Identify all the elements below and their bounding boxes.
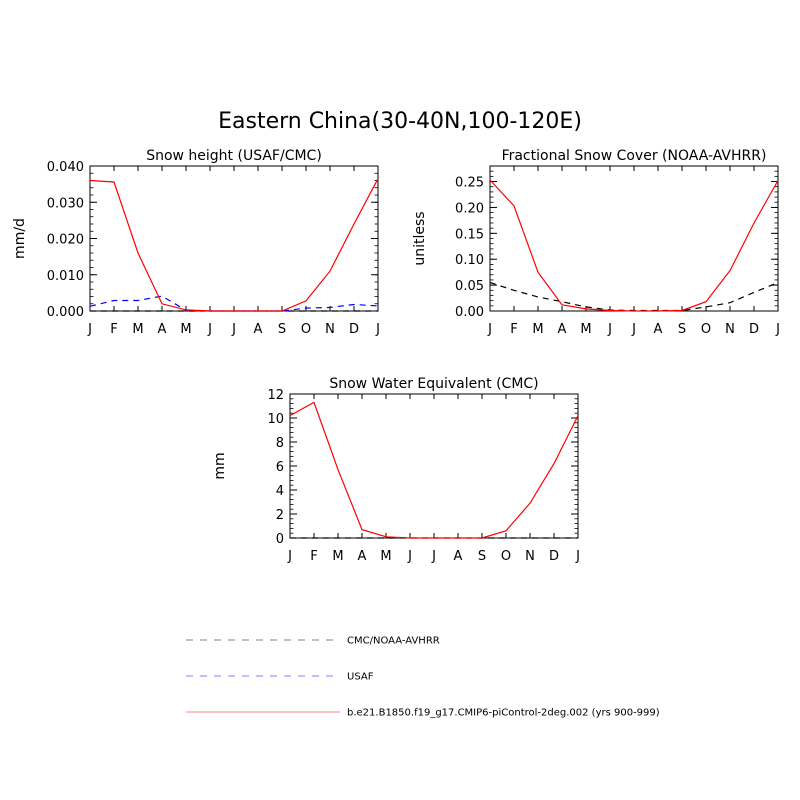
snow-cover-ytick-label: 0.15 [455,227,484,242]
swe-xtick-label: M [332,549,343,564]
snow-cover-ytick-label: 0.10 [455,253,484,268]
swe-ytick-label: 10 [267,412,284,427]
swe-xtick-label: J [407,549,412,564]
snow-cover-ytick-label: 0.05 [455,279,484,294]
swe-plot-frame [289,393,579,539]
snow-height-xtick-label: J [207,322,212,337]
snow-height-ytick-label: 0.010 [47,269,84,284]
snow-height-xtick-label: M [132,322,143,337]
snow-height-xtick-label: A [254,322,263,337]
snow-height-series-2 [89,178,379,312]
snow-height-ytick-label: 0.030 [47,196,84,211]
swe-ylabel: mm [212,452,228,479]
snow-height-ytick-label: 0.020 [47,233,84,248]
swe-ytick-label: 4 [276,484,284,499]
snow-height-xtick-label: J [375,322,380,337]
snow-cover-title: Fractional Snow Cover (NOAA-AVHRR) [502,148,767,164]
snow-height-xtick-label: D [349,322,359,337]
snow-height-xtick-label: F [110,322,117,337]
swe-series-1 [289,401,579,539]
swe-ytick-label: 12 [267,388,284,403]
snow-height-panel: Snow height (USAF/CMC)mm/dJ F M A M J J A S O N D J0… [12,148,380,337]
snow-height-xtick-label: M [180,322,191,337]
snow-cover-ytick-label: 0.25 [455,176,484,191]
snow-height-xtick-label: J [231,322,236,337]
snow-cover-ytick-label: 0.00 [455,305,484,320]
figure-title: Eastern China(30-40N,100-120E) [218,109,582,134]
swe-xtick-label: S [478,549,486,564]
snow-cover-xtick-label: F [510,322,517,337]
snow-cover-xtick-label: O [701,322,711,337]
snow-cover-xtick-label: A [558,322,567,337]
swe-xtick-label: J [287,549,292,564]
snow-height-ytick-label: 0.000 [47,305,84,320]
snow-cover-xtick-label: D [749,322,759,337]
legend-label-usaf: USAF [347,672,374,683]
swe-xtick-label: J [575,549,580,564]
swe-xtick-label: J [431,549,436,564]
legend-label-cmc: CMC/NOAA-AVHRR [347,636,440,647]
snow-height-xtick-label: J [87,322,92,337]
swe-xtick-label: A [454,549,463,564]
snow-height-xtick-label: A [158,322,167,337]
legend-entry-model: b.e21.B1850.f19_g17.CMIP6-piControl-2deg… [186,708,660,719]
swe-ytick-label: 2 [276,508,284,523]
swe-xtick-label: N [525,549,535,564]
snow-cover-panel: Fractional Snow Cover (NOAA-AVHRR) unitle… [412,148,780,337]
legend-entry-cmc: CMC/NOAA-AVHRR [186,636,440,647]
snow-height-title: Snow height (USAF/CMC) [146,148,322,164]
snow-cover-xtick-label: J [487,322,492,337]
swe-xtick-label: A [358,549,367,564]
swe-panel: Snow Water Equivalent (CMC)mmJ F M A M J J A S O N… [212,376,580,564]
snow-cover-xtick-label: S [678,322,686,337]
swe-xtick-label: D [549,549,559,564]
snow-height-xtick-label: S [278,322,286,337]
legend-label-model: b.e21.B1850.f19_g17.CMIP6-piControl-2deg… [347,708,660,719]
snow-cover-ylabel: unitless [412,211,428,265]
snow-cover-xtick-label: N [725,322,735,337]
snow-cover-ytick-label: 0.20 [455,201,484,216]
swe-ytick-label: 0 [276,532,284,547]
swe-ytick-label: 8 [276,436,284,451]
snow-cover-plot-frame [489,165,779,312]
legend: CMC/NOAA-AVHRR USAF b.e21.B1850.f19_g17.… [186,636,660,719]
swe-title: Snow Water Equivalent (CMC) [329,376,538,392]
snow-cover-xtick-label: M [580,322,591,337]
swe-xtick-label: M [380,549,391,564]
snow-cover-xtick-label: A [654,322,663,337]
swe-ytick-label: 6 [276,460,284,475]
snow-cover-xtick-label: M [532,322,543,337]
snow-height-ylabel: mm/d [12,218,28,259]
snow-cover-xtick-label: J [607,322,612,337]
snow-cover-xtick-label: J [631,322,636,337]
snow-cover-series-1 [489,179,779,312]
snow-height-xtick-label: N [325,322,335,337]
swe-xtick-label: F [310,549,317,564]
snow-cover-xtick-label: J [775,322,780,337]
swe-xtick-label: O [501,549,511,564]
snow-height-xtick-label: O [301,322,311,337]
snow-height-ytick-label: 0.040 [47,160,84,175]
legend-entry-usaf: USAF [186,672,374,683]
